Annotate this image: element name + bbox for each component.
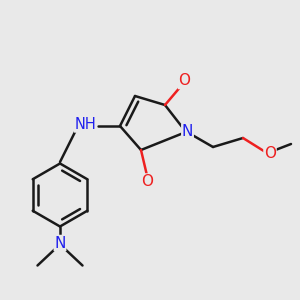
Text: O: O <box>178 74 190 88</box>
Text: O: O <box>141 174 153 189</box>
Text: NH: NH <box>75 117 96 132</box>
Text: N: N <box>54 236 66 250</box>
Text: N: N <box>182 124 193 140</box>
Text: O: O <box>264 146 276 160</box>
